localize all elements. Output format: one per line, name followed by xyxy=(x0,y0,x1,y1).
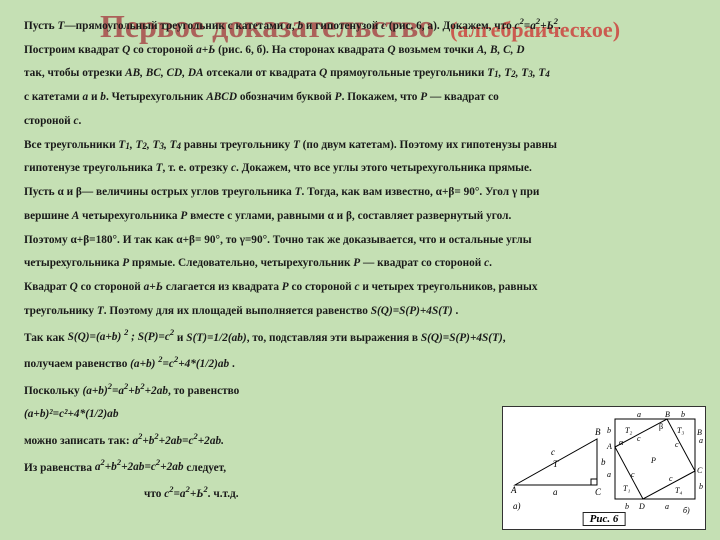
t: со стороной xyxy=(130,44,196,56)
svg-text:a: a xyxy=(665,502,669,511)
svg-text:b: b xyxy=(601,457,606,467)
t: со стороной xyxy=(289,281,355,293)
svg-text:T₂: T₂ xyxy=(625,426,632,435)
t: что xyxy=(144,488,164,500)
t: вершине xyxy=(24,210,72,222)
figure-6: A C B T a b c а) A B C D P T₂ xyxy=(502,406,706,530)
t: стороной xyxy=(24,115,74,127)
t: Так как xyxy=(24,331,68,343)
t: . Поэтому для их площадей выполняется ра… xyxy=(104,305,371,317)
t: Из равенства xyxy=(24,461,95,473)
t: . Тогда, как вам известно, α+β= 90°. Уго… xyxy=(302,186,540,198)
svg-text:c: c xyxy=(551,447,555,457)
t: отсекали от квадрата xyxy=(204,67,320,79)
t: (рис. 6, а). Докажем, что xyxy=(386,20,514,32)
t: и четырех треугольников, равных xyxy=(360,281,538,293)
t: Поскольку xyxy=(24,385,82,397)
t: , т. е. отрезку xyxy=(163,162,232,174)
t: (a+b)²=c²+4*(1/2)ab xyxy=(24,408,118,420)
svg-text:D: D xyxy=(638,502,645,511)
svg-text:б): б) xyxy=(683,506,690,515)
t: Поэтому α+β=180°. И так как α+β= 90°, то… xyxy=(24,234,532,246)
t: Все треугольники xyxy=(24,139,118,151)
svg-text:c: c xyxy=(631,470,635,479)
svg-text:A: A xyxy=(606,442,612,451)
svg-text:C: C xyxy=(697,466,703,475)
t: гипотенузе треугольника xyxy=(24,162,156,174)
t: можно записать так: xyxy=(24,435,132,447)
t: Построим квадрат xyxy=(24,44,122,56)
t: — квадрат со стороной xyxy=(360,257,484,269)
t: Пусть α и β— величины острых углов треуг… xyxy=(24,186,295,198)
svg-text:c: c xyxy=(637,434,641,443)
t: . Покажем, что xyxy=(342,91,421,103)
t: равны треугольнику xyxy=(181,139,293,151)
svg-text:P: P xyxy=(650,456,656,465)
svg-text:A: A xyxy=(510,485,517,495)
svg-text:a: a xyxy=(607,470,611,479)
svg-text:T₄: T₄ xyxy=(675,486,682,495)
t: —прямоугольный треугольник с катетами xyxy=(64,20,286,32)
svg-text:c: c xyxy=(669,474,673,483)
t: . ч.т.д. xyxy=(208,488,239,500)
slide: Первое доказательство (алгебраическое) П… xyxy=(0,0,720,540)
svg-text:a: a xyxy=(553,487,558,497)
svg-text:b: b xyxy=(607,426,611,435)
t: обозначим буквой xyxy=(237,91,335,103)
svg-text:T₁: T₁ xyxy=(623,484,630,493)
svg-text:а): а) xyxy=(513,501,521,511)
t: с катетами xyxy=(24,91,82,103)
t: и xyxy=(174,331,186,343)
svg-text:B: B xyxy=(595,427,601,437)
svg-text:b: b xyxy=(681,410,685,419)
t: треугольнику xyxy=(24,305,97,317)
t: (по двум катетам). Поэтому их гипотенузы… xyxy=(300,139,557,151)
t: Пусть xyxy=(24,20,57,32)
t: (рис. 6, б). На сторонах квадрата xyxy=(215,44,387,56)
t: вместе с углами, равными α и β, составля… xyxy=(187,210,511,222)
svg-text:β: β xyxy=(659,422,663,431)
t: прямые. Следовательно, четырехугольник xyxy=(129,257,353,269)
figure-svg: A C B T a b c а) A B C D P T₂ xyxy=(503,407,705,529)
t: . Докажем, что все углы этого четырехуго… xyxy=(236,162,532,174)
t: получаем равенство xyxy=(24,358,130,370)
svg-text:c: c xyxy=(675,440,679,449)
t: со стороной xyxy=(78,281,144,293)
t: возьмем точки xyxy=(396,44,477,56)
t: , то равенство xyxy=(168,385,239,397)
svg-text:a: a xyxy=(699,436,703,445)
t: так, чтобы отрезки xyxy=(24,67,125,79)
t: , то, подставляя эти выражения в xyxy=(247,331,421,343)
figure-caption: Рис. 6 xyxy=(583,512,626,526)
t: — квадрат со xyxy=(427,91,499,103)
svg-text:a: a xyxy=(637,410,641,419)
t: прямоугольные треугольники xyxy=(327,67,487,79)
t: четырехугольника xyxy=(79,210,180,222)
svg-text:b: b xyxy=(699,482,703,491)
t: . Четырехугольник xyxy=(106,91,206,103)
svg-text:C: C xyxy=(595,487,602,497)
t: следует, xyxy=(184,461,227,473)
svg-text:b: b xyxy=(625,502,629,511)
svg-text:B: B xyxy=(665,410,670,419)
t: и гипотенузой xyxy=(303,20,381,32)
svg-text:B: B xyxy=(697,428,702,437)
t: слагается из квадрата xyxy=(163,281,282,293)
t: четырехугольника xyxy=(24,257,122,269)
svg-text:T₃: T₃ xyxy=(677,426,684,435)
t: Квадрат xyxy=(24,281,70,293)
